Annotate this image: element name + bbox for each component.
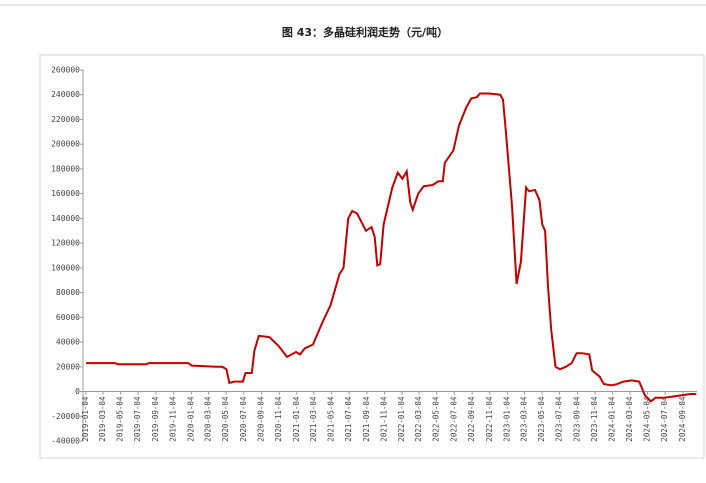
x-tick-label: 2023-05-04 bbox=[537, 396, 546, 442]
x-tick-label: 2019-09-04 bbox=[151, 396, 160, 442]
x-tick-label: 2024-03-04 bbox=[625, 396, 634, 442]
y-tick-label: 200000 bbox=[51, 140, 80, 149]
x-tick-label: 2022-11-04 bbox=[485, 396, 494, 442]
x-tick-label: 2020-09-04 bbox=[257, 396, 266, 442]
x-tick-label: 2024-01-04 bbox=[608, 396, 617, 442]
x-tick-label: 2022-07-04 bbox=[449, 396, 458, 442]
x-tick-label: 2020-03-04 bbox=[204, 396, 213, 442]
x-tick-label: 2024-07-04 bbox=[660, 396, 669, 442]
x-tick-label: 2023-09-04 bbox=[572, 396, 581, 442]
series-line bbox=[86, 92, 697, 403]
x-tick-label: 2021-01-04 bbox=[292, 396, 301, 442]
y-tick-label: 0 bbox=[75, 387, 80, 396]
x-tick-label: 2021-11-04 bbox=[380, 396, 389, 442]
y-tick-label: 160000 bbox=[51, 189, 80, 198]
x-tick-label: 2019-03-04 bbox=[98, 396, 107, 442]
x-tick-label: 2020-01-04 bbox=[186, 396, 195, 442]
x-tick-label: 2020-07-04 bbox=[239, 396, 248, 442]
y-tick-label: 100000 bbox=[51, 263, 80, 272]
x-tick-label: 2024-05-04 bbox=[643, 396, 652, 442]
x-tick-label: 2022-03-04 bbox=[414, 396, 423, 442]
x-tick-label: 2023-01-04 bbox=[502, 396, 511, 442]
x-tick-label: 2021-05-04 bbox=[326, 396, 335, 442]
y-tick-label: -20000 bbox=[51, 412, 80, 421]
y-tick-label: 80000 bbox=[56, 288, 80, 297]
x-tick-label: 2024-09-04 bbox=[678, 396, 687, 442]
y-tick-label: 20000 bbox=[56, 362, 80, 371]
chart-title: 图 43：多晶硅利润走势（元/吨） bbox=[282, 25, 448, 39]
y-tick-label: 240000 bbox=[51, 90, 80, 99]
x-tick-label: 2023-03-04 bbox=[519, 396, 528, 442]
x-tick-label: 2023-07-04 bbox=[555, 396, 564, 442]
x-tick-label: 2022-01-04 bbox=[397, 396, 406, 442]
y-tick-label: 180000 bbox=[51, 164, 80, 173]
x-tick-label: 2020-05-04 bbox=[221, 396, 230, 442]
x-tick-label: 2021-07-04 bbox=[344, 396, 353, 442]
y-tick-label: 120000 bbox=[51, 239, 80, 248]
y-tick-label: 40000 bbox=[56, 338, 80, 347]
y-tick-label: 220000 bbox=[51, 115, 80, 124]
x-tick-label: 2021-03-04 bbox=[309, 396, 318, 442]
y-tick-label: 140000 bbox=[51, 214, 80, 223]
x-tick-label: 2019-01-04 bbox=[81, 396, 90, 442]
x-tick-label: 2023-11-04 bbox=[590, 396, 599, 442]
x-tick-label: 2022-05-04 bbox=[432, 396, 441, 442]
x-tick-label: 2021-09-04 bbox=[362, 396, 371, 442]
x-tick-label: 2020-11-04 bbox=[274, 396, 283, 442]
y-tick-label: 60000 bbox=[56, 313, 80, 322]
x-tick-label: 2019-07-04 bbox=[133, 396, 142, 442]
y-tick-label: -40000 bbox=[51, 437, 80, 446]
y-tick-label: 260000 bbox=[51, 66, 80, 75]
x-tick-label: 2022-09-04 bbox=[467, 396, 476, 442]
x-tick-label: 2019-05-04 bbox=[116, 396, 125, 442]
x-tick-label: 2019-11-04 bbox=[169, 396, 178, 442]
chart-frame bbox=[39, 54, 705, 459]
